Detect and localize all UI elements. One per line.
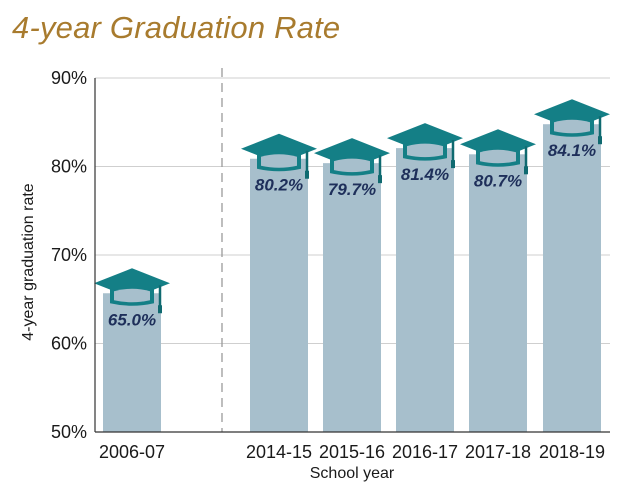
bar [543,124,601,432]
y-tick-label: 80% [51,157,87,177]
cap-band-inner [334,158,370,173]
cap-band-inner [114,288,150,303]
bar [396,148,454,433]
cap-band-inner [554,119,590,134]
y-tick-label: 70% [51,245,87,265]
y-tick-label: 90% [51,68,87,88]
tassel-end [598,136,602,145]
data-label: 80.7% [474,171,522,190]
x-tick-label: 2018-19 [539,442,605,462]
chart-title: 4-year Graduation Rate [12,10,341,45]
bar [469,154,527,432]
graduation-cap-icon [241,133,317,179]
tassel-end [524,166,528,175]
bar [103,293,161,432]
x-axis-label: School year [310,465,395,482]
y-axis-label: 4-year graduation rate [20,183,37,341]
data-label: 81.4% [401,165,449,184]
graduation-cap-icon [387,123,463,169]
data-label: 79.7% [328,180,376,199]
graduation-cap-icon [94,268,170,314]
tassel-end [158,305,162,314]
cap-band-inner [261,154,297,168]
data-label: 80.2% [255,176,303,195]
tassel-end [451,160,455,169]
y-tick-label: 50% [51,422,87,442]
graduation-cap-icon [534,99,610,145]
graduation-cap-icon [460,129,536,175]
y-tick-label: 60% [51,334,87,354]
data-label: 84.1% [548,141,596,160]
y-axis-ticks: 50% 60% 70% 80% 90% [51,68,87,442]
bar [323,163,381,432]
tassel-end [305,170,309,179]
cap-band-inner [480,149,516,164]
bar [250,158,308,433]
x-tick-label: 2017-18 [465,442,531,462]
graduation-cap-icon [314,138,390,184]
bars [103,124,601,433]
x-tick-label: 2016-17 [392,442,458,462]
x-tick-label: 2006-07 [99,442,165,462]
x-axis-ticks: 2006-07 2014-15 2015-16 2016-17 2017-18 2018-… [99,442,605,462]
data-label: 65.0% [108,310,156,329]
x-tick-label: 2014-15 [246,442,312,462]
caps [94,99,610,314]
cap-band-inner [407,143,443,158]
tassel-end [378,175,382,184]
x-tick-label: 2015-16 [319,442,385,462]
data-labels: 65.0% 80.2% 79.7% 81.4% 80.7% 84.1% [108,141,596,329]
